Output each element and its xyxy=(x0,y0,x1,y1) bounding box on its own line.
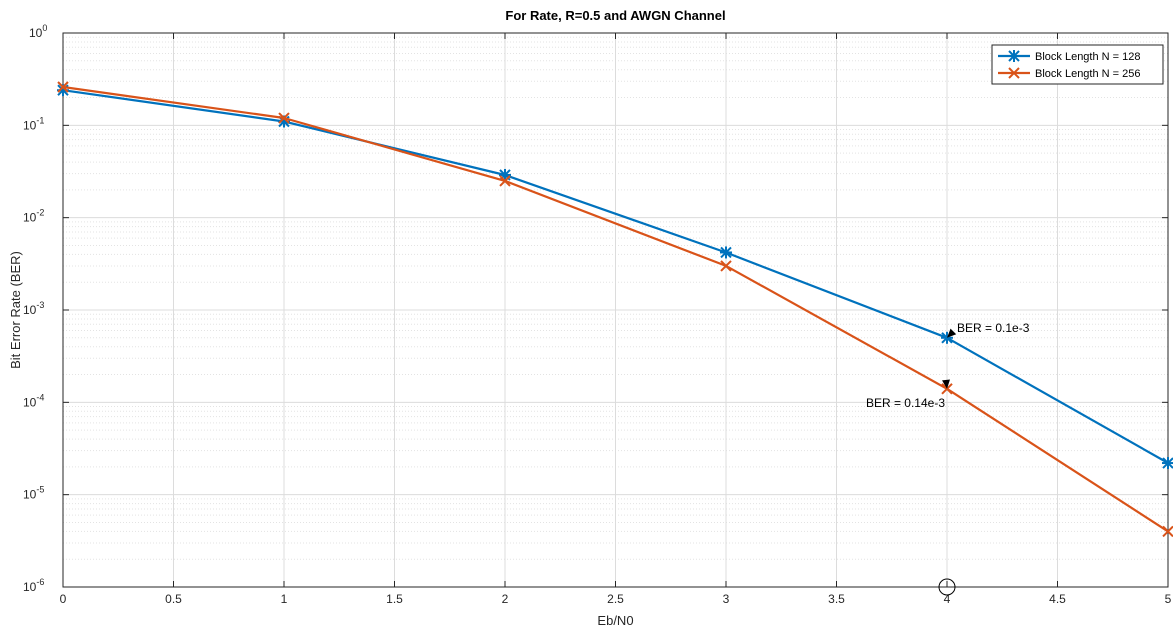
data-point-series-1 xyxy=(1162,457,1173,470)
x-tick-label: 4.5 xyxy=(1049,592,1066,606)
y-tick-label: 10-3 xyxy=(23,300,44,317)
asterisk-marker xyxy=(1008,50,1020,62)
legend: Block Length N = 128 Block Length N = 256 xyxy=(991,44,1164,85)
axis-ticks xyxy=(62,32,1169,588)
data-point-series-2 xyxy=(720,260,732,272)
data-point-series-2 xyxy=(57,81,69,93)
marker-stroke xyxy=(1162,525,1173,538)
y-tick-label: 10-1 xyxy=(23,115,44,132)
series-line-1 xyxy=(62,89,1169,464)
legend-box xyxy=(991,44,1164,85)
cursor-marker xyxy=(938,578,956,596)
y-tick-label: 10-4 xyxy=(23,392,44,409)
x-tick-label: 0.5 xyxy=(165,592,182,606)
x-axis-label: Eb/N0 xyxy=(597,613,633,627)
marker-stroke xyxy=(499,175,511,187)
legend-item: Block Length N = 128 xyxy=(998,50,1141,63)
annotation-arrowhead xyxy=(942,379,950,389)
y-tick-exponent: -5 xyxy=(36,485,44,495)
y-tick-exponent: -6 xyxy=(36,577,44,587)
x-tick-label: 0 xyxy=(60,592,67,606)
series-layer xyxy=(57,81,1173,538)
data-point-series-2 xyxy=(499,175,511,187)
marker-stroke xyxy=(720,260,732,272)
legend-label: Block Length N = 256 xyxy=(1035,68,1141,80)
y-tick-label: 10-6 xyxy=(23,577,44,594)
y-tick-label: 10-2 xyxy=(23,208,44,225)
legend-label: Block Length N = 128 xyxy=(1035,51,1141,63)
y-tick-exponent: 0 xyxy=(42,23,47,33)
marker-stroke xyxy=(1008,67,1020,79)
x-marker xyxy=(1008,67,1020,79)
x-tick-label: 2.5 xyxy=(607,592,624,606)
data-point-series-2 xyxy=(1162,525,1173,538)
annotation-arrowhead xyxy=(947,328,957,338)
x-tick-label: 2 xyxy=(502,592,509,606)
y-tick-label: 100 xyxy=(29,23,47,40)
annotation: BER = 0.1e-3 xyxy=(947,321,1030,338)
annotation: BER = 0.14e-3 xyxy=(866,379,950,410)
x-tick-label: 1 xyxy=(281,592,288,606)
y-tick-label: 10-5 xyxy=(23,485,44,502)
marker-stroke xyxy=(57,81,69,93)
x-tick-labels: 0 0.5 1 1.5 2 2.5 3 3.5 4 4.5 5 xyxy=(60,592,1172,606)
x-tick-label: 1.5 xyxy=(386,592,403,606)
y-tick-exponent: -4 xyxy=(36,392,44,402)
chart-title: For Rate, R=0.5 and AWGN Channel xyxy=(505,8,725,23)
annotation-layer: BER = 0.1e-3 BER = 0.14e-3 xyxy=(866,321,1030,410)
y-tick-exponent: -2 xyxy=(36,208,44,218)
x-tick-label: 4 xyxy=(944,592,951,606)
x-tick-label: 3.5 xyxy=(828,592,845,606)
x-tick-label: 5 xyxy=(1165,592,1172,606)
y-axis-label: Bit Error Rate (BER) xyxy=(8,251,23,369)
data-point-series-1 xyxy=(720,246,732,259)
x-tick-label: 3 xyxy=(723,592,730,606)
marker-stroke xyxy=(278,112,290,124)
data-point-series-2 xyxy=(278,112,290,124)
y-tick-exponent: -1 xyxy=(36,115,44,125)
y-tick-labels: 100 10-1 10-2 10-3 10-4 10-5 10-6 xyxy=(23,23,47,594)
y-tick-exponent: -3 xyxy=(36,300,44,310)
legend-item: Block Length N = 256 xyxy=(998,67,1141,80)
annotation-label: BER = 0.1e-3 xyxy=(957,321,1030,335)
annotation-label: BER = 0.14e-3 xyxy=(866,396,945,410)
series-line-2 xyxy=(62,85,1169,533)
